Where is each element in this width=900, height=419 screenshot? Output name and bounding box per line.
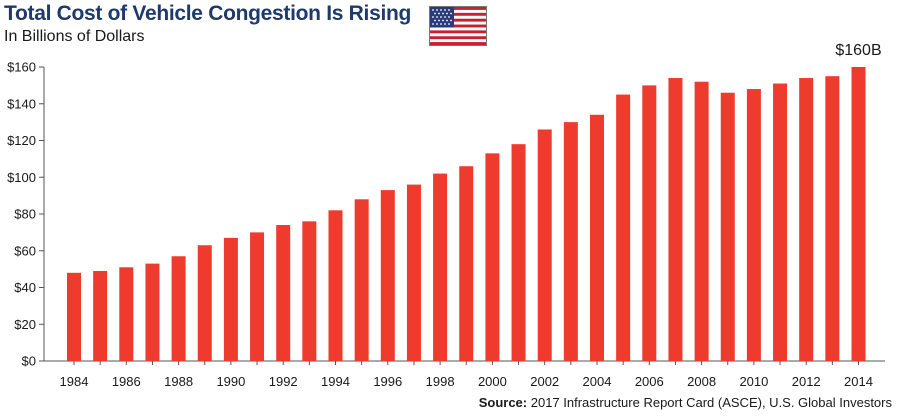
y-tick-label: $160 [7, 60, 36, 75]
bar-1993 [302, 221, 317, 361]
bar-2014 [851, 67, 866, 361]
source-note: Source: 2017 Infrastructure Report Card … [479, 395, 892, 410]
y-tick-label: $100 [7, 170, 36, 185]
y-tick-label: $40 [14, 280, 36, 295]
bar-1998 [433, 173, 448, 361]
y-tick-label: $60 [14, 243, 36, 258]
bar-1996 [380, 190, 395, 361]
us-flag-icon [429, 6, 487, 46]
bar-1994 [328, 210, 343, 361]
bar-2010 [746, 89, 761, 362]
x-tick-label: 1996 [373, 374, 402, 389]
y-tick-label: $140 [7, 96, 36, 111]
bar-1989 [197, 245, 212, 361]
bar-1997 [406, 184, 421, 361]
x-tick-label: 1994 [321, 374, 350, 389]
bar-2004 [590, 114, 604, 362]
bar-2003 [563, 122, 578, 361]
bar-2011 [773, 83, 788, 361]
bar-1984 [67, 272, 81, 361]
bar-2000 [485, 153, 500, 361]
x-tick-label: 2006 [635, 374, 664, 389]
x-tick-label: 2004 [583, 374, 612, 389]
bar-2002 [537, 129, 552, 361]
bar-2009 [720, 92, 735, 361]
y-tick-label: $80 [14, 207, 36, 222]
bar-2006 [642, 85, 657, 361]
bar-2005 [616, 94, 631, 361]
x-tick-label: 1992 [269, 374, 298, 389]
x-tick-label: 2008 [687, 374, 716, 389]
bar-2013 [825, 76, 840, 361]
x-tick-label: 2014 [844, 374, 873, 389]
x-tick-label: 1990 [216, 374, 245, 389]
bar-1995 [354, 199, 369, 361]
chart-subtitle: In Billions of Dollars [4, 28, 145, 45]
chart-title: Total Cost of Vehicle Congestion Is Risi… [4, 2, 412, 25]
x-tick-label: 1986 [112, 374, 141, 389]
x-tick-label: 1984 [60, 374, 89, 389]
source-label: Source: [478, 395, 528, 410]
y-tick-label: $20 [14, 317, 36, 332]
bar-1991 [250, 232, 265, 361]
annotation-label: $160B [835, 42, 881, 59]
bar-2007 [668, 78, 683, 362]
x-tick-label: 1998 [426, 374, 455, 389]
x-tick-label: 1988 [164, 374, 193, 389]
x-tick-label: 2010 [739, 374, 768, 389]
bar-1988 [171, 256, 186, 361]
x-tick-label: 2002 [530, 374, 559, 389]
bar-2012 [799, 78, 814, 362]
bar-1999 [459, 166, 474, 361]
x-tick-label: 2012 [792, 374, 821, 389]
bar-1985 [93, 270, 108, 361]
y-tick-label: $120 [7, 133, 36, 148]
x-tick-label: 2000 [478, 374, 507, 389]
bar-1986 [119, 267, 134, 361]
bar-1987 [145, 263, 160, 361]
source-text: 2017 Infrastructure Report Card (ASCE), … [530, 395, 892, 410]
bar-1990 [223, 237, 238, 361]
y-tick-label: $0 [22, 354, 36, 369]
bar-1992 [276, 225, 291, 361]
bar-2008 [694, 81, 709, 361]
bar-2001 [511, 144, 526, 361]
